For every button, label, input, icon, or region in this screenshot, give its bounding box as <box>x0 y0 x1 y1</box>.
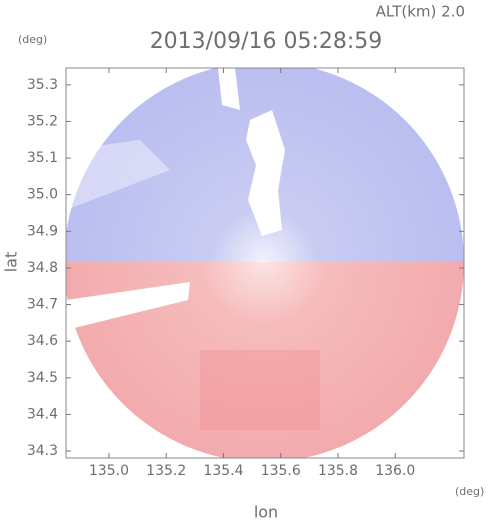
y-axis-label: lat <box>2 252 21 273</box>
x-tick-label: 135.0 <box>89 463 129 479</box>
y-tick-label: 34.3 <box>27 443 58 459</box>
x-tick-label: 135.8 <box>318 463 358 479</box>
y-tick-label: 34.5 <box>27 370 58 386</box>
x-tick-label: 135.2 <box>146 463 186 479</box>
x-unit: (deg) <box>455 485 484 498</box>
y-tick-label: 34.7 <box>27 297 58 313</box>
y-tick-label: 35.3 <box>27 77 58 93</box>
plot-frame <box>65 67 465 459</box>
receding-region <box>66 262 464 458</box>
no-echo <box>246 110 285 236</box>
y-tick-label: 34.8 <box>27 260 58 276</box>
x-tick-label: 135.4 <box>203 463 243 479</box>
y-tick-label: 35.2 <box>27 113 58 129</box>
altitude-label: ALT(km) 2.0 <box>376 3 465 21</box>
no-echo <box>218 68 240 110</box>
y-tick-label: 34.4 <box>27 406 58 422</box>
y-tick-label: 34.9 <box>27 223 58 239</box>
x-tick-label: 135.6 <box>261 463 301 479</box>
y-tick-label: 35.1 <box>27 150 58 166</box>
y-unit: (deg) <box>18 33 47 46</box>
echo-patch <box>200 350 320 430</box>
no-echo <box>66 140 170 210</box>
blocked-wedge <box>66 282 190 330</box>
x-axis-label: lon <box>254 503 278 521</box>
y-tick-label: 35.0 <box>27 187 58 203</box>
x-tick-label: 136.0 <box>375 463 415 479</box>
radar-field <box>66 68 464 458</box>
chart-title: 2013/09/16 05:28:59 <box>150 29 383 54</box>
y-tick-label: 34.6 <box>27 333 58 349</box>
